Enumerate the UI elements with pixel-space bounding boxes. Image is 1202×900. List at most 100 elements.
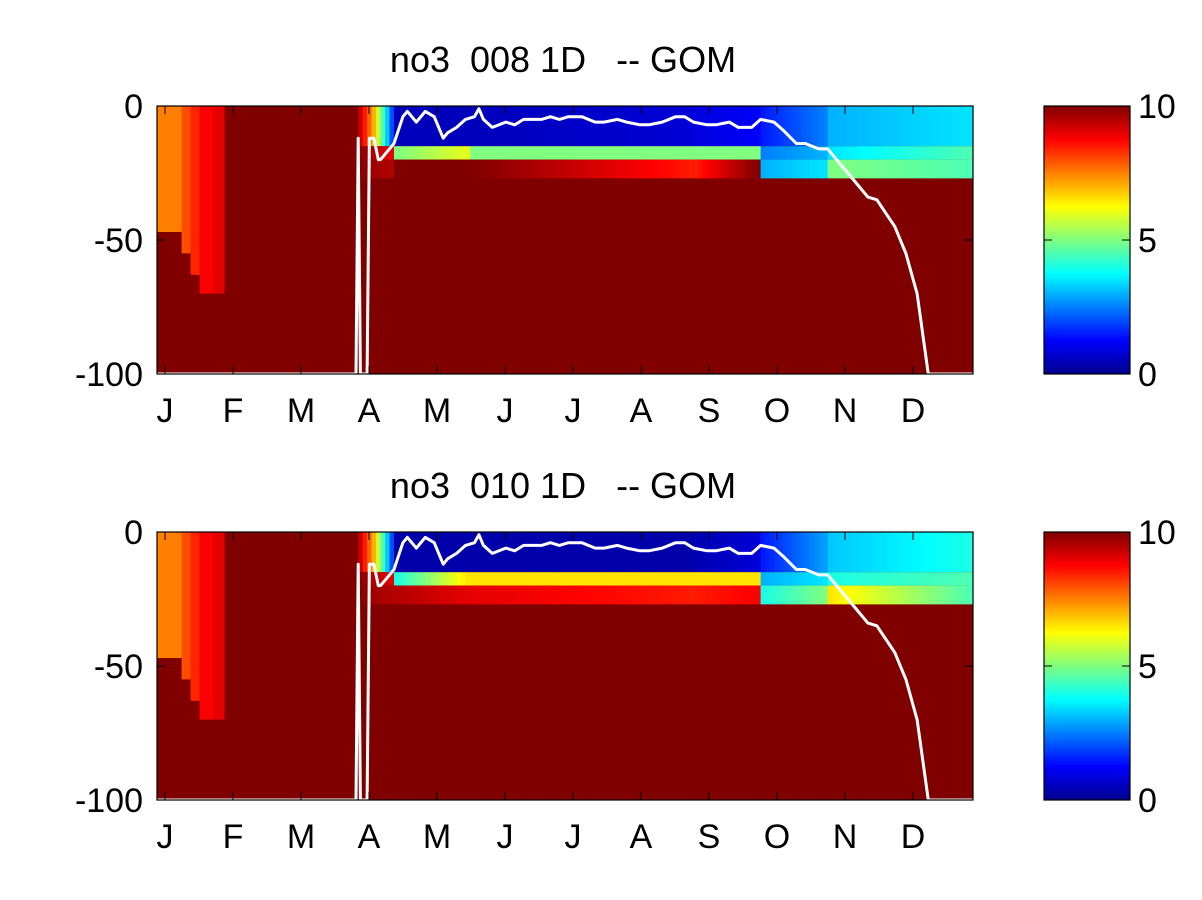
top-heatmap-cell xyxy=(212,106,225,294)
bottom-heatmap-cell xyxy=(590,572,596,586)
top-heatmap-cell xyxy=(358,106,364,147)
bottom-heatmap-cell xyxy=(416,532,422,573)
top-heatmap-cell xyxy=(407,159,413,179)
top-heatmap-cell xyxy=(577,159,583,179)
top-heatmap-cell xyxy=(950,159,956,179)
top-heatmap-cell xyxy=(465,146,471,160)
top-heatmap-cell xyxy=(774,146,780,160)
bottom-heatmap-cell xyxy=(809,585,815,605)
top-heatmap-cell xyxy=(353,159,359,179)
top-heatmap-cell xyxy=(568,146,574,160)
top-heatmap-cell xyxy=(420,146,426,160)
bottom-heatmap-cell xyxy=(906,585,912,605)
bottom-heatmap-cell xyxy=(724,572,730,586)
bottom-heatmap-cell xyxy=(706,572,713,586)
bottom-heatmap-cell xyxy=(371,585,377,605)
bottom-axes: 0 -50 -100 J F M A M J J A S O N D xyxy=(75,514,974,856)
top-heatmap-cell xyxy=(635,159,641,179)
bottom-heatmap-cell xyxy=(523,532,529,573)
top-heatmap-cell xyxy=(510,106,516,147)
bottom-heatmap-cell xyxy=(447,572,453,586)
bottom-heatmap-cell xyxy=(181,532,192,680)
bottom-heatmap-cell xyxy=(358,572,364,586)
top-heatmap-cell xyxy=(858,146,864,160)
bottom-heatmap-cell xyxy=(528,572,534,586)
bottom-heatmap-cell xyxy=(483,585,489,605)
top-heatmap-cell xyxy=(827,159,833,179)
bottom-heatmap-cell xyxy=(702,572,708,586)
bottom-heatmap-cell xyxy=(563,532,569,573)
top-heatmap-cell xyxy=(420,159,426,179)
top-heatmap-cell xyxy=(884,146,890,160)
top-heatmap-cell xyxy=(581,146,587,160)
bottom-heatmap-cell xyxy=(849,585,855,605)
bottom-heatmap-cell xyxy=(461,572,467,586)
bottom-heatmap-cell xyxy=(840,572,846,586)
bottom-heatmap-cell xyxy=(742,585,748,605)
top-heatmap-cell xyxy=(411,159,417,179)
top-heatmap-cell xyxy=(376,146,382,160)
bottom-heatmap-panel: no3 010 1D -- GOM 0 -50 -100 J F M A M J J A S O N D 1… xyxy=(75,465,1176,856)
top-colorbar-gradient xyxy=(1043,105,1131,375)
bottom-heatmap-cell xyxy=(950,572,956,586)
top-heatmap-cell xyxy=(362,159,368,179)
bottom-heatmap-cell xyxy=(505,532,511,573)
bottom-heatmap-cell xyxy=(902,572,908,586)
top-heatmap-cell xyxy=(889,159,895,179)
top-heatmap-cell xyxy=(353,146,359,160)
top-heatmap-cell xyxy=(751,146,757,160)
bottom-heatmap-cell xyxy=(581,572,587,586)
bottom-heatmap-cell xyxy=(505,585,511,605)
bottom-heatmap-cell xyxy=(617,572,623,586)
bottom-heatmap-cell xyxy=(760,572,766,586)
top-heatmap-cell xyxy=(867,159,873,179)
bottom-heatmap-cell xyxy=(955,572,961,586)
top-heatmap-cell xyxy=(950,146,956,160)
top-heatmap-cell xyxy=(898,159,904,179)
bottom-heatmap-cell xyxy=(389,572,395,586)
top-heatmap-cell xyxy=(505,106,511,147)
bottom-heatmap-cell xyxy=(376,532,382,573)
top-heatmap-cell xyxy=(416,146,422,160)
bottom-heatmap-cell xyxy=(559,585,565,605)
top-heatmap-cell xyxy=(880,146,886,160)
top-heatmap-cell xyxy=(537,146,543,160)
top-heatmap-cell xyxy=(924,159,930,179)
top-heatmap-cell xyxy=(858,159,864,179)
bottom-heatmap-cell xyxy=(827,585,833,605)
top-heatmap-cell xyxy=(849,159,855,179)
bottom-heatmap-cell xyxy=(528,585,534,605)
top-heatmap-cell xyxy=(545,159,552,179)
bottom-heatmap-cell xyxy=(964,572,970,586)
top-heatmap-cell xyxy=(626,159,632,179)
top-heatmap-cell xyxy=(653,159,659,179)
bottom-heatmap-cell xyxy=(942,585,948,605)
bottom-heatmap-cell xyxy=(800,572,806,586)
bottom-heatmap-cell xyxy=(461,585,467,605)
bottom-heatmap-cell xyxy=(871,572,877,586)
bottom-heatmap-cell xyxy=(443,572,449,586)
top-heatmap-cell xyxy=(814,146,820,160)
bottom-heatmap-cell xyxy=(684,532,690,573)
bottom-heatmap-cell xyxy=(928,585,934,605)
top-heatmap-cell xyxy=(920,159,926,179)
bottom-heatmap-cell xyxy=(362,532,368,573)
top-heatmap-cell xyxy=(937,106,943,147)
bottom-heatmap-cell xyxy=(523,572,529,586)
bottom-heatmap-cell xyxy=(461,532,467,573)
bottom-heatmap-cell xyxy=(845,532,851,573)
top-chart-title: no3 008 1D -- GOM xyxy=(390,39,736,80)
top-heatmap-cell xyxy=(715,159,721,179)
bottom-heatmap-cell xyxy=(893,532,899,573)
bottom-heatmap-cell xyxy=(438,532,444,573)
bottom-heatmap-cell xyxy=(756,585,762,605)
bottom-heatmap-cell xyxy=(924,532,930,573)
top-heatmap-cell xyxy=(644,159,650,179)
top-heatmap-cell xyxy=(845,159,851,179)
top-heatmap-cell xyxy=(782,159,789,179)
top-heatmap-cell xyxy=(532,146,538,160)
top-heatmap-cell xyxy=(465,159,471,179)
top-heatmap-cell xyxy=(604,146,610,160)
bottom-heatmap-cell xyxy=(648,532,654,573)
bottom-heatmap-cell xyxy=(854,572,860,586)
